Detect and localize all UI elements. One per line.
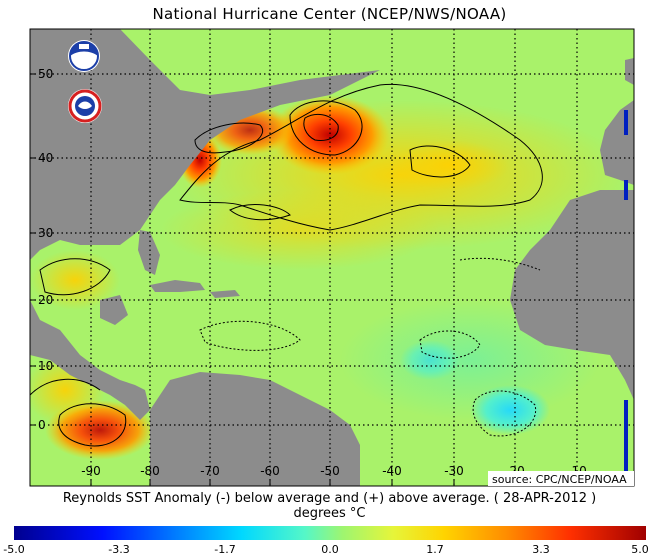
warm-anomaly — [30, 250, 120, 310]
lon-label: -60 — [260, 464, 280, 478]
colorbar-tick: -5.0 — [3, 543, 25, 556]
lon-label: -90 — [81, 464, 101, 478]
cool-area — [470, 385, 550, 435]
lon-label: -70 — [200, 464, 220, 478]
colorbar-tick: -3.3 — [108, 543, 130, 556]
land — [30, 29, 634, 486]
caption-line-1: Reynolds SST Anomaly (-) below average a… — [62, 491, 597, 506]
lat-label: 30 — [38, 226, 53, 240]
nws-logo — [68, 89, 102, 123]
colorbar-tick: 0.0 — [321, 543, 339, 556]
map-frame — [29, 28, 635, 487]
colorbar-tick: 1.7 — [426, 543, 444, 556]
lon-label: -40 — [382, 464, 402, 478]
lat-label: 50 — [38, 67, 53, 81]
colorbar-tick: 3.3 — [532, 543, 550, 556]
lat-label: 0 — [38, 418, 46, 432]
colorbar — [14, 526, 646, 540]
lon-label: -80 — [140, 464, 160, 478]
colorbar-tick: -1.7 — [214, 543, 236, 556]
lon-label: -30 — [444, 464, 464, 478]
lat-label: 40 — [38, 151, 53, 165]
edge-strip — [624, 110, 628, 135]
latitude-labels: 50 40 30 20 10 0 — [38, 67, 53, 432]
warm-anomaly — [390, 140, 510, 190]
lat-label: 10 — [38, 359, 53, 373]
contour-lines — [30, 83, 543, 447]
graticule — [30, 29, 634, 486]
cool-area — [400, 340, 460, 380]
lat-label: 20 — [38, 293, 53, 307]
source-box — [488, 471, 634, 486]
lon-label: -50 — [320, 464, 340, 478]
page-title: National Hurricane Center (NCEP/NWS/NOAA… — [152, 5, 507, 23]
warm-anomaly — [270, 95, 390, 175]
edge-strip — [624, 180, 628, 200]
colorbar-tick: 5.0 — [631, 543, 649, 556]
edge-strip — [624, 400, 628, 475]
noaa-logo — [68, 40, 100, 72]
negative-contours — [199, 257, 541, 437]
caption-units: degrees °C — [293, 506, 366, 521]
map-field — [30, 29, 634, 486]
source-label: source: CPC/NCEP/NOAA — [492, 473, 627, 486]
